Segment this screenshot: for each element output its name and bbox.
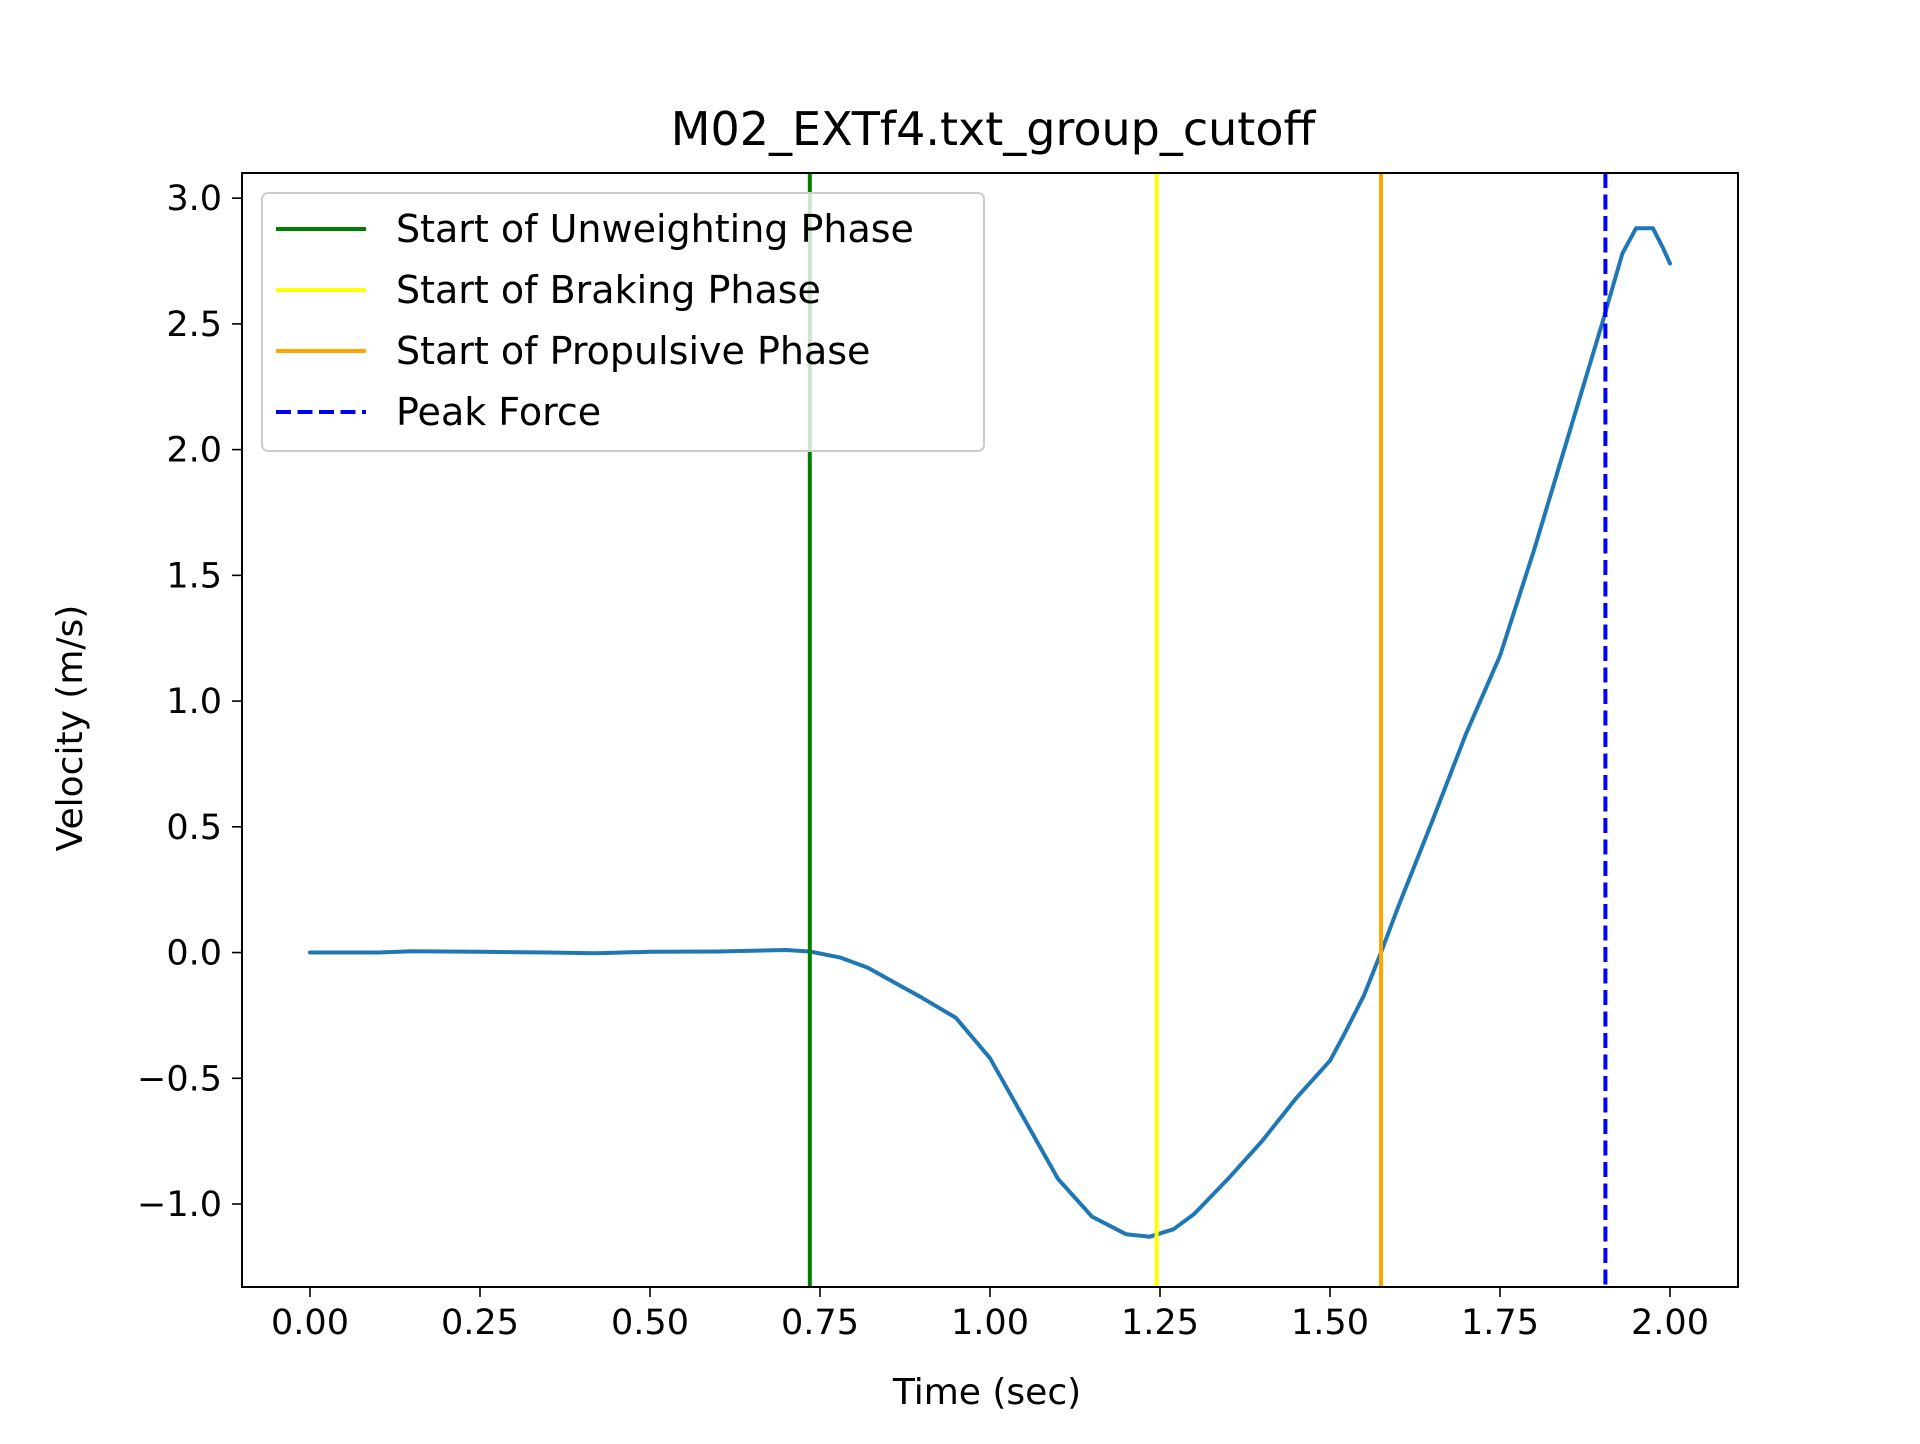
x-tick-label: 2.00 <box>1631 1303 1709 1343</box>
legend-entry-label: Start of Propulsive Phase <box>396 329 870 373</box>
x-tick-label: 1.75 <box>1461 1303 1539 1343</box>
y-tick-label: 0.5 <box>166 808 222 848</box>
y-axis-label: Velocity (m/s) <box>50 605 91 852</box>
y-tick-label: 0.0 <box>166 934 222 974</box>
legend-entry-label: Start of Unweighting Phase <box>396 207 914 251</box>
y-tick-label: 1.0 <box>166 682 222 722</box>
y-tick-label: 2.5 <box>166 305 222 345</box>
x-axis-label: Time (sec) <box>892 1372 1081 1413</box>
y-tick-label: 3.0 <box>166 179 222 219</box>
legend-box <box>261 192 985 452</box>
legend-entry-label: Peak Force <box>396 390 601 434</box>
plot-frame <box>241 172 1739 1288</box>
x-tick-label: 1.00 <box>951 1303 1029 1343</box>
y-tick-label: 2.0 <box>166 431 222 471</box>
x-tick-label: 0.25 <box>441 1303 519 1343</box>
velocity-series-line <box>308 226 1672 1239</box>
x-tick-label: 1.50 <box>1291 1303 1369 1343</box>
x-tick-label: 0.00 <box>271 1303 349 1343</box>
y-tick-label: 1.5 <box>166 556 222 596</box>
y-tick-label: −0.5 <box>137 1059 222 1099</box>
y-tick-label: −1.0 <box>137 1185 222 1225</box>
x-tick-label: 1.25 <box>1121 1303 1199 1343</box>
legend: Start of Unweighting Phase Start of Braki… <box>261 192 985 452</box>
legend-entry-label: Start of Braking Phase <box>396 268 821 312</box>
chart-title: M02_EXTf4.txt_group_cutoff <box>671 102 1317 156</box>
x-tick-label: 0.75 <box>781 1303 859 1343</box>
x-tick-label: 0.50 <box>611 1303 689 1343</box>
